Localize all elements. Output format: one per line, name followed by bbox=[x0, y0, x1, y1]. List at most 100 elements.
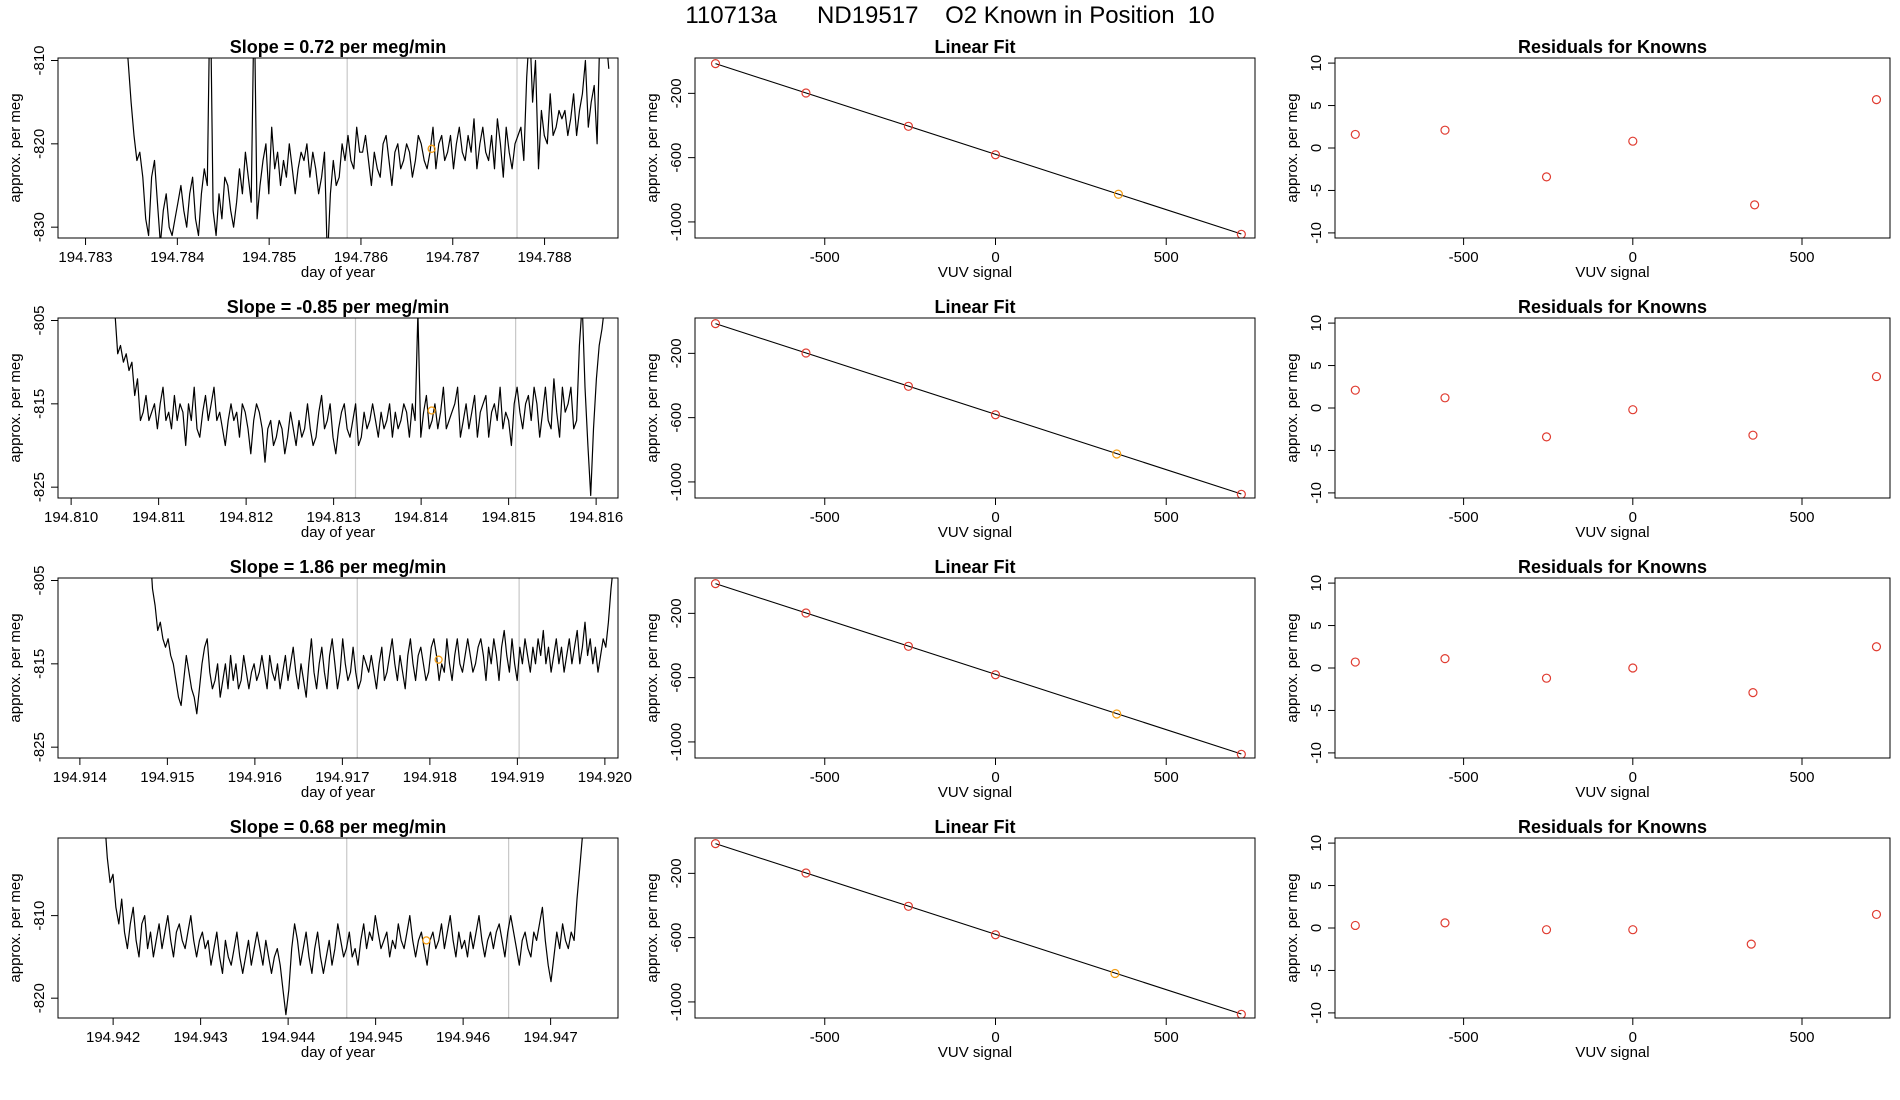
chart-1-ytick-label: -830 bbox=[31, 212, 48, 242]
chart-10: Slope = 0.68 per meg/min 194.942 194.943 19… bbox=[7, 817, 619, 1061]
chart-5-ytick-label: -200 bbox=[668, 338, 685, 368]
chart-2-title: Linear Fit bbox=[934, 37, 1015, 57]
chart-12-xtick-label: -500 bbox=[1449, 1029, 1479, 1046]
chart-3-data-point bbox=[1871, 95, 1882, 105]
chart-9-frame bbox=[1334, 577, 1891, 759]
chart-3-xtick-label: 0 bbox=[1629, 249, 1637, 266]
chart-7-xlabel: day of year bbox=[301, 784, 375, 801]
chart-10-series-line bbox=[105, 838, 583, 1016]
chart-4-xtick-label: 194.812 bbox=[219, 509, 273, 526]
chart-2-plot-area bbox=[710, 59, 1246, 238]
chart-10-ytick-label: -820 bbox=[31, 983, 48, 1013]
chart-8-plot-area bbox=[710, 579, 1246, 758]
chart-7-ytick-label: -825 bbox=[31, 732, 48, 762]
chart-9-ytick-label: 10 bbox=[1308, 575, 1325, 592]
chart-12-data-point bbox=[1746, 939, 1756, 949]
chart-11-data-point bbox=[801, 868, 811, 878]
chart-1-xtick-label: 194.787 bbox=[426, 249, 480, 266]
chart-8-ytick-label: -1000 bbox=[668, 723, 685, 761]
chart-7-xtick-label: 194.918 bbox=[403, 769, 457, 786]
chart-10-xlabel: day of year bbox=[301, 1044, 375, 1061]
chart-6-data-point bbox=[1871, 371, 1882, 382]
chart-10-ytick-label: -810 bbox=[31, 901, 48, 931]
chart-11-ytick-label: -600 bbox=[668, 923, 685, 953]
chart-2-ylabel: approx. per meg bbox=[644, 93, 661, 202]
chart-5-data-point bbox=[801, 348, 811, 358]
chart-12-data-point bbox=[1871, 909, 1882, 920]
chart-6-plot-area bbox=[1350, 371, 1882, 442]
chart-3-data-point bbox=[1440, 125, 1450, 135]
chart-8-data-point bbox=[801, 608, 811, 618]
chart-5-ytick-label: -1000 bbox=[668, 463, 685, 501]
chart-7-xtick-label: 194.917 bbox=[315, 769, 369, 786]
chart-4-frame bbox=[57, 317, 619, 499]
chart-4-ytick-label: -815 bbox=[31, 389, 48, 419]
chart-1-ylabel: approx. per meg bbox=[7, 93, 24, 202]
chart-12-ytick-label: 5 bbox=[1308, 881, 1325, 889]
chart-8-xtick-label: -500 bbox=[810, 769, 840, 786]
chart-1-unknown-marker bbox=[427, 144, 436, 153]
chart-6-ytick-label: 10 bbox=[1308, 315, 1325, 332]
chart-9-ylabel: approx. per meg bbox=[1284, 613, 1301, 722]
chart-8-xlabel: VUV signal bbox=[938, 784, 1012, 801]
chart-11-data-point bbox=[990, 930, 1001, 940]
chart-9-data-point bbox=[1440, 654, 1450, 664]
chart-12-xtick-label: 0 bbox=[1629, 1029, 1637, 1046]
chart-4-ylabel: approx. per meg bbox=[7, 353, 24, 462]
chart-3-frame bbox=[1334, 57, 1891, 239]
chart-4-xtick-label: 194.815 bbox=[482, 509, 536, 526]
chart-3-ylabel: approx. per meg bbox=[1284, 93, 1301, 202]
chart-6: Residuals for Knowns -500 0 500 VUV signal 10… bbox=[1284, 297, 1891, 541]
chart-9-ytick-label: -10 bbox=[1308, 742, 1325, 764]
chart-9-title: Residuals for Knowns bbox=[1518, 557, 1707, 577]
chart-3-ytick-label: -10 bbox=[1308, 222, 1325, 244]
chart-8-data-point bbox=[710, 579, 721, 589]
chart-3-plot-area bbox=[1350, 95, 1882, 210]
chart-1-xtick-label: 194.788 bbox=[517, 249, 571, 266]
chart-12-data-point bbox=[1541, 925, 1552, 935]
chart-2-data-point bbox=[990, 150, 1001, 160]
chart-2-data-point bbox=[710, 59, 721, 69]
chart-12-ytick-label: -5 bbox=[1308, 964, 1325, 977]
chart-11-frame bbox=[694, 837, 1256, 1019]
chart-2-xlabel: VUV signal bbox=[938, 264, 1012, 281]
figure-title: 110713a ND19517 O2 Known in Position 10 bbox=[685, 2, 1215, 29]
chart-8-fit-line bbox=[715, 583, 1242, 755]
chart-11-xtick-label: 0 bbox=[991, 1029, 999, 1046]
chart-5-data-point bbox=[710, 319, 721, 329]
chart-11-ylabel: approx. per meg bbox=[644, 873, 661, 982]
chart-1-xtick-label: 194.785 bbox=[242, 249, 296, 266]
chart-3-ytick-label: 10 bbox=[1308, 55, 1325, 72]
chart-11-xtick-label: 500 bbox=[1154, 1029, 1179, 1046]
chart-5-ylabel: approx. per meg bbox=[644, 353, 661, 462]
chart-2-data-point bbox=[1236, 229, 1246, 238]
chart-9-data-point bbox=[1628, 663, 1638, 673]
chart-3-data-point bbox=[1628, 136, 1638, 146]
chart-11-data-point bbox=[1110, 968, 1120, 979]
chart-12-data-point bbox=[1350, 920, 1360, 931]
chart-5-ytick-label: -600 bbox=[668, 403, 685, 433]
chart-6-xlabel: VUV signal bbox=[1575, 524, 1649, 541]
chart-8-ytick-label: -600 bbox=[668, 663, 685, 693]
chart-9-data-point bbox=[1541, 673, 1552, 683]
chart-3-title: Residuals for Knowns bbox=[1518, 37, 1707, 57]
chart-4-ytick-label: -805 bbox=[31, 305, 48, 335]
chart-3-xlabel: VUV signal bbox=[1575, 264, 1649, 281]
chart-4-xtick-label: 194.816 bbox=[569, 509, 623, 526]
chart-10-xtick-label: 194.946 bbox=[436, 1029, 490, 1046]
chart-9-xlabel: VUV signal bbox=[1575, 784, 1649, 801]
chart-1-series-line bbox=[127, 58, 610, 238]
chart-1-frame bbox=[57, 57, 619, 239]
chart-4-xtick-label: 194.813 bbox=[307, 509, 361, 526]
chart-11-fit-line bbox=[715, 843, 1242, 1015]
chart-6-xtick-label: 0 bbox=[1629, 509, 1637, 526]
chart-3-ytick-label: -5 bbox=[1308, 184, 1325, 197]
chart-12-frame bbox=[1334, 837, 1891, 1019]
chart-4-xtick-label: 194.810 bbox=[44, 509, 98, 526]
chart-5-data-point bbox=[1236, 489, 1246, 498]
chart-8-data-point bbox=[1236, 749, 1246, 758]
chart-3-ytick-label: 0 bbox=[1308, 144, 1325, 152]
chart-9-ytick-label: -5 bbox=[1308, 704, 1325, 717]
chart-2-ytick-label: -1000 bbox=[668, 203, 685, 241]
